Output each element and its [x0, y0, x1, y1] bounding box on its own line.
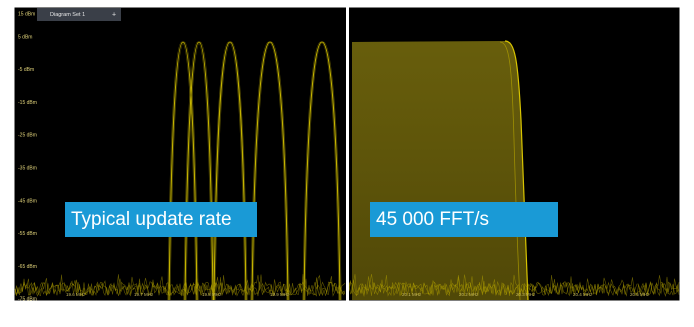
trace — [168, 41, 198, 301]
y-axis-label: -15 dBm — [18, 100, 37, 106]
x-axis-label: 19.7 MHz — [134, 292, 154, 297]
noise-trace — [14, 276, 346, 297]
x-axis-label: 20.3 MHz — [516, 292, 536, 297]
y-axis-label: -5 dBm — [18, 67, 34, 73]
x-axis-label: 19.9 MHz — [270, 292, 290, 297]
trace — [304, 41, 342, 301]
y-axis-label: -25 dBm — [18, 133, 37, 139]
trace — [169, 41, 199, 301]
trace — [185, 41, 215, 301]
trace — [184, 41, 214, 301]
x-axis-label: 20.4 MHz — [573, 292, 593, 297]
block-edge — [504, 40, 529, 301]
tab-title[interactable]: Diagram Set 1 — [50, 12, 85, 18]
y-axis-label: -55 dBm — [18, 231, 37, 237]
trace — [252, 41, 290, 301]
trace — [302, 41, 340, 301]
x-axis-label: 19.8 MHz — [202, 292, 222, 297]
noise-trace — [14, 274, 346, 297]
overlay-box — [65, 202, 257, 237]
trace — [183, 41, 213, 301]
overlay-text: 45 000 FFT/s — [376, 209, 489, 230]
axis-labels: 15 dBm 5 dBm -5 dBm -15 dBm -25 dBm -35 dBm -4… — [18, 11, 650, 302]
noise-trace — [348, 275, 680, 297]
y-axis-label: -65 dBm — [18, 264, 37, 270]
x-axis-label: 19.6 MHz — [66, 292, 86, 297]
trace — [250, 41, 288, 301]
x-axis-label: 20.1 MHz — [402, 292, 422, 297]
trace — [213, 41, 247, 301]
y-axis-label: 5 dBm — [18, 34, 32, 40]
tab-add[interactable]: + — [112, 11, 116, 18]
trace — [251, 41, 289, 301]
tab[interactable] — [37, 8, 121, 21]
divider — [346, 7, 349, 301]
spectrum-block — [352, 41, 528, 300]
y-axis-label: -35 dBm — [18, 166, 37, 172]
block-edge — [499, 41, 521, 301]
noise-floor — [14, 274, 680, 298]
trace — [303, 41, 341, 301]
y-axis-label: 15 dBm — [18, 11, 35, 17]
y-axis-label: -45 dBm — [18, 198, 37, 204]
traces — [167, 41, 342, 301]
x-axis-label: 20.2 MHz — [459, 292, 479, 297]
trace — [167, 41, 197, 301]
x-axis-label: 20.5 MHz — [630, 292, 650, 297]
overlay-text: Typical update rate — [71, 209, 232, 230]
trace — [214, 41, 248, 301]
trace — [212, 41, 246, 301]
y-axis-label: -75 dBm — [18, 297, 37, 303]
overlay-box — [370, 202, 558, 237]
